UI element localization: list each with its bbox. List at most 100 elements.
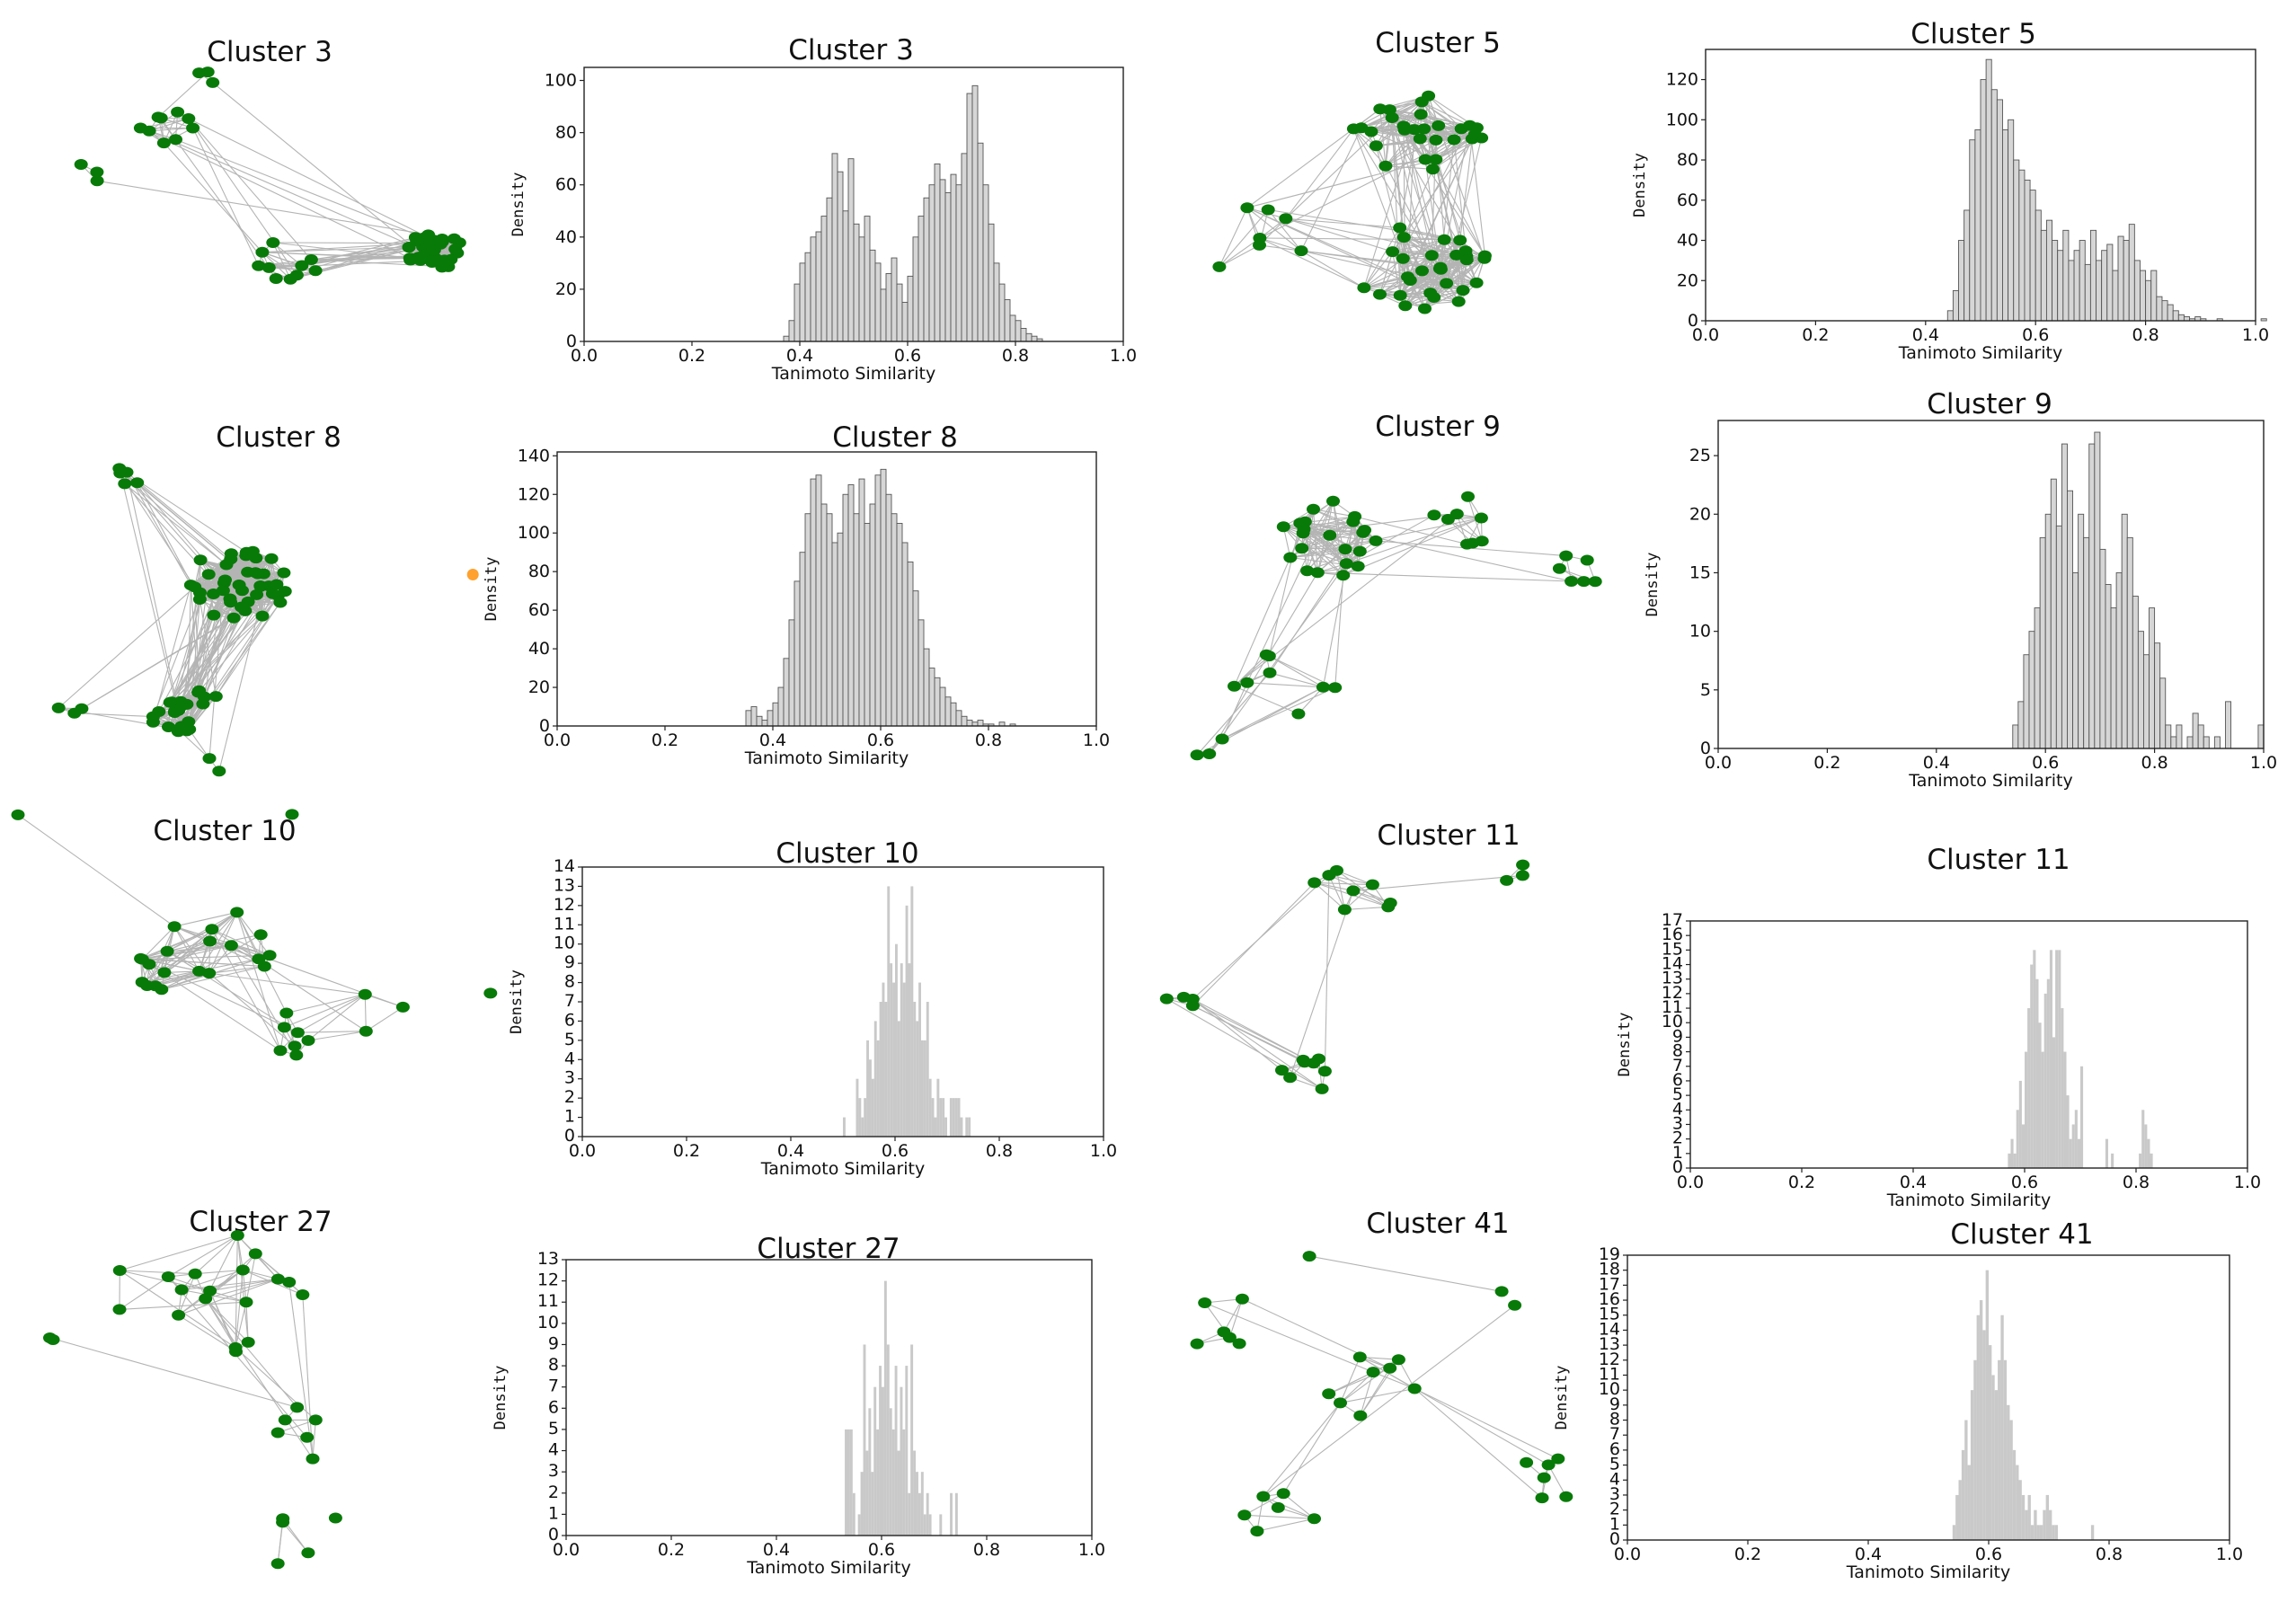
network-graph-6: Cluster 11 <box>1159 819 1530 1094</box>
network-node <box>1451 296 1466 307</box>
x-tick-label: 0.8 <box>2096 1545 2123 1564</box>
network-edge <box>1285 128 1354 219</box>
x-tick-label: 0.6 <box>2011 1173 2038 1192</box>
edges <box>1196 496 1596 756</box>
network-edge <box>1363 258 1404 288</box>
network-node <box>1296 1054 1310 1066</box>
network-node <box>230 1230 244 1241</box>
network-edge <box>168 1276 210 1292</box>
y-tick-label: 14 <box>1599 1319 1620 1339</box>
network-node <box>1307 503 1320 515</box>
network-edge <box>1456 513 1483 542</box>
histogram-bar <box>767 710 774 727</box>
y-tick-label: 5 <box>548 1419 559 1438</box>
network-node <box>171 106 185 118</box>
network-node <box>304 254 318 265</box>
y-tick-label: 120 <box>518 484 550 504</box>
y-tick-label: 1 <box>564 1107 575 1127</box>
y-tick-label: 9 <box>1609 1394 1620 1414</box>
network-node <box>308 265 323 277</box>
network-edge <box>1459 138 1473 241</box>
histogram-bar <box>2105 584 2112 749</box>
network-edge <box>97 180 455 240</box>
network-node <box>1212 261 1227 272</box>
histogram-bar <box>880 288 887 342</box>
histogram-bar <box>837 171 844 342</box>
histogram-bar <box>1961 1449 1965 1540</box>
network-node <box>1283 1072 1298 1084</box>
network-edge <box>198 615 263 693</box>
network-node <box>230 907 244 918</box>
histogram-bar <box>988 223 995 342</box>
network-edge <box>1302 532 1347 564</box>
histogram-bar <box>916 1021 919 1137</box>
histogram-bar <box>866 1040 869 1137</box>
histogram-bar <box>1015 320 1022 342</box>
network-node <box>1334 1397 1347 1409</box>
network-node <box>296 1289 310 1300</box>
network-title: Cluster 9 <box>1375 411 1501 443</box>
y-axis-label: Density <box>483 557 501 622</box>
network-node <box>1382 104 1396 116</box>
histogram-bar <box>858 236 865 342</box>
network-edge <box>17 814 175 927</box>
histogram-title: Cluster 41 <box>1950 1218 2093 1251</box>
network-edge <box>1246 207 1411 281</box>
network-node <box>410 235 424 247</box>
histogram-bar <box>920 1472 924 1536</box>
network-node <box>279 1007 294 1019</box>
y-tick-label: 0 <box>1688 311 1698 331</box>
y-tick-label: 80 <box>555 123 577 143</box>
histogram-bar <box>2154 642 2161 749</box>
network-node <box>1240 677 1254 688</box>
network-edge <box>1300 250 1365 288</box>
histogram-bar <box>2017 701 2025 749</box>
network-node <box>1365 879 1379 890</box>
x-tick-label: 0.2 <box>678 346 705 366</box>
network-node <box>288 1040 302 1052</box>
histogram-bar <box>772 702 779 727</box>
histogram-bar <box>2203 736 2210 749</box>
network-edge <box>1448 518 1483 542</box>
histogram-bar <box>842 493 849 727</box>
histogram-bar <box>896 283 903 342</box>
histogram-bar <box>901 542 909 727</box>
network-node <box>427 244 441 256</box>
histogram-bar <box>2150 1153 2153 1168</box>
histogram-bar <box>884 1002 888 1137</box>
x-tick-label: 1.0 <box>2242 325 2269 345</box>
histogram-bar <box>905 1366 909 1536</box>
network-edge <box>236 912 281 1051</box>
network-edge <box>182 1279 279 1291</box>
y-tick-label: 10 <box>1599 1379 1620 1399</box>
network-edge <box>180 552 247 703</box>
histogram-bar <box>2079 240 2086 322</box>
network-node <box>1429 154 1443 165</box>
x-tick-label: 0.4 <box>759 730 786 750</box>
histogram-bar <box>950 1492 953 1536</box>
network-title: Cluster 41 <box>1366 1208 1509 1240</box>
network-edge <box>235 1302 247 1349</box>
histogram-bar <box>2000 1314 2004 1540</box>
y-tick-label: 3 <box>548 1461 559 1481</box>
x-tick-label: 1.0 <box>2250 753 2277 773</box>
network-edge <box>141 925 175 960</box>
network-node <box>1190 749 1204 761</box>
y-tick-label: 16 <box>1599 1289 1620 1309</box>
network-node <box>1508 1299 1522 1311</box>
network-edge <box>1370 113 1422 133</box>
histogram-bar <box>2025 1509 2028 1540</box>
network-node <box>201 569 216 580</box>
network-edge <box>1228 1298 1243 1338</box>
network-node <box>1322 1388 1336 1400</box>
network-edge <box>1414 1388 1559 1460</box>
x-tick-label: 1.0 <box>1083 730 1110 750</box>
network-node <box>1346 885 1361 897</box>
y-tick-label: 15 <box>1662 939 1683 959</box>
histogram-bar <box>2033 950 2036 1168</box>
network-node <box>253 580 268 591</box>
histogram-bar <box>918 216 925 342</box>
histogram-bar <box>788 619 795 727</box>
network-edge <box>1300 250 1447 284</box>
y-tick-label: 2 <box>548 1483 559 1502</box>
